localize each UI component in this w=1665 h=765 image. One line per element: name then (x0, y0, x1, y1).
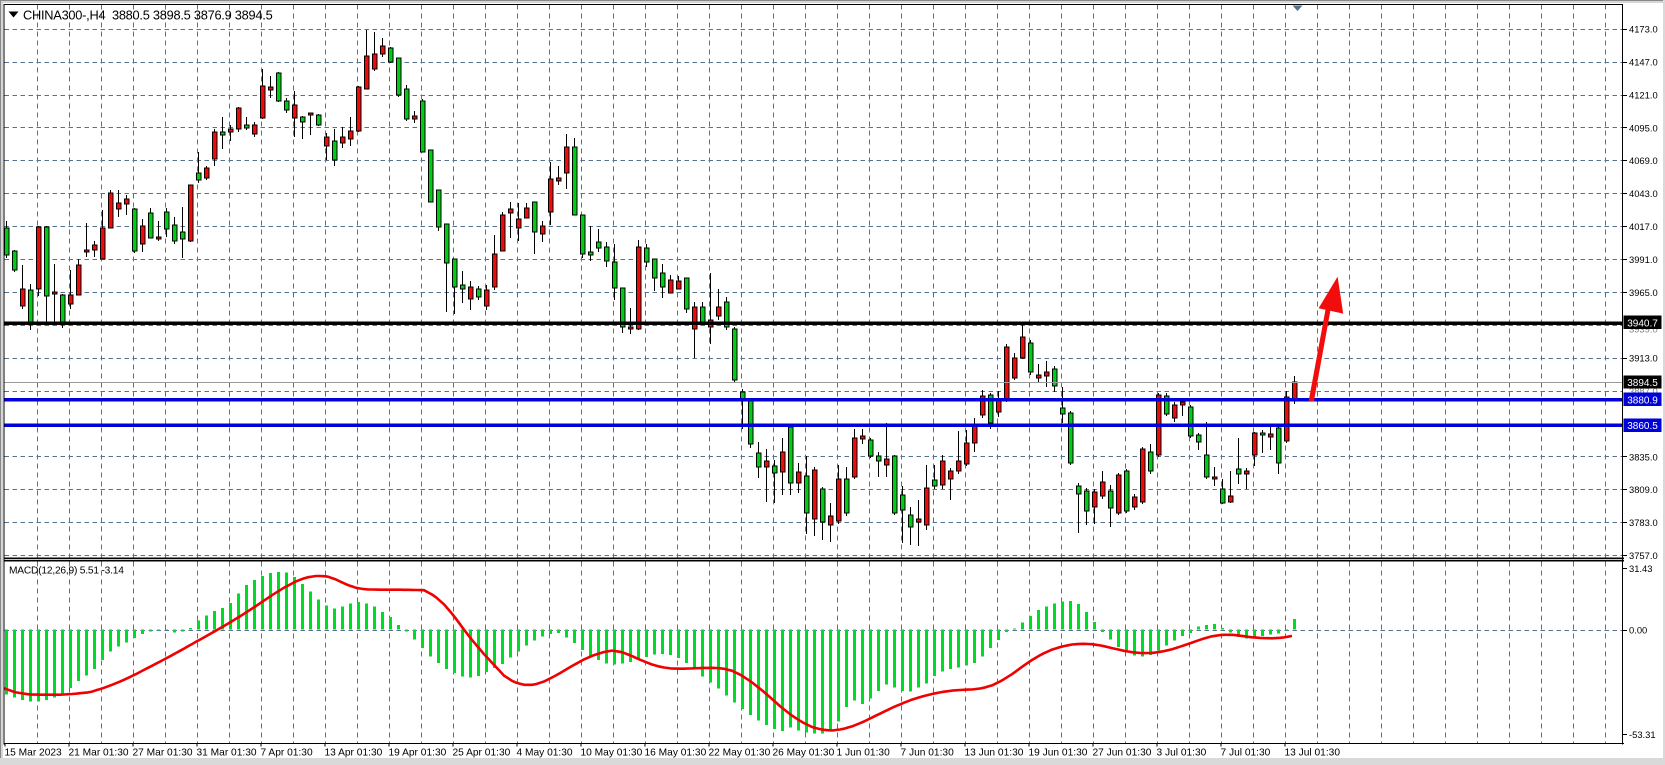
svg-text:3913.0: 3913.0 (1629, 353, 1658, 364)
svg-text:4069.0: 4069.0 (1629, 155, 1658, 166)
svg-text:3809.0: 3809.0 (1629, 484, 1658, 495)
svg-text:26 May 01:30: 26 May 01:30 (773, 748, 835, 759)
svg-text:3835.0: 3835.0 (1629, 451, 1658, 462)
svg-text:22 May 01:30: 22 May 01:30 (709, 748, 771, 759)
svg-text:25 Apr 01:30: 25 Apr 01:30 (453, 748, 511, 759)
svg-text:31.43: 31.43 (1629, 563, 1652, 574)
svg-text:15 Mar 2023: 15 Mar 2023 (5, 748, 63, 759)
svg-text:7 Jun 01:30: 7 Jun 01:30 (901, 748, 955, 759)
svg-text:3783.0: 3783.0 (1629, 517, 1658, 528)
svg-text:13 Jul 01:30: 13 Jul 01:30 (1285, 748, 1341, 759)
svg-text:4043.0: 4043.0 (1629, 188, 1658, 199)
svg-text:3991.0: 3991.0 (1629, 254, 1658, 265)
svg-text:4173.0: 4173.0 (1629, 24, 1658, 35)
svg-text:-53.31: -53.31 (1629, 729, 1656, 740)
svg-text:4 May 01:30: 4 May 01:30 (517, 748, 573, 759)
svg-text:13 Jun 01:30: 13 Jun 01:30 (965, 748, 1024, 759)
svg-text:7 Apr 01:30: 7 Apr 01:30 (261, 748, 313, 759)
svg-text:4095.0: 4095.0 (1629, 122, 1658, 133)
svg-text:3965.0: 3965.0 (1629, 287, 1658, 298)
svg-text:3860.5: 3860.5 (1627, 421, 1658, 432)
svg-text:13 Apr 01:30: 13 Apr 01:30 (325, 748, 383, 759)
svg-text:19 Jun 01:30: 19 Jun 01:30 (1029, 748, 1088, 759)
svg-text:3 Jul 01:30: 3 Jul 01:30 (1157, 748, 1207, 759)
svg-text:3887.0: 3887.0 (1629, 386, 1658, 397)
svg-text:CHINA300-,H4 3880.5 3898.5 38: CHINA300-,H4 3880.5 3898.5 3876.9 3894.5 (23, 8, 273, 23)
svg-text:4121.0: 4121.0 (1629, 89, 1658, 100)
svg-text:3880.9: 3880.9 (1627, 395, 1658, 406)
svg-text:19 Apr 01:30: 19 Apr 01:30 (389, 748, 447, 759)
svg-text:3757.0: 3757.0 (1629, 550, 1658, 561)
svg-text:4147.0: 4147.0 (1629, 57, 1658, 68)
svg-text:MACD(12,26,9) 5.51 -3.14: MACD(12,26,9) 5.51 -3.14 (9, 566, 124, 577)
svg-text:3940.7: 3940.7 (1627, 318, 1658, 329)
svg-text:1 Jun 01:30: 1 Jun 01:30 (837, 748, 891, 759)
svg-text:4017.0: 4017.0 (1629, 221, 1658, 232)
svg-text:31 Mar 01:30: 31 Mar 01:30 (197, 748, 257, 759)
svg-text:27 Mar 01:30: 27 Mar 01:30 (133, 748, 193, 759)
svg-text:10 May 01:30: 10 May 01:30 (581, 748, 643, 759)
svg-text:16 May 01:30: 16 May 01:30 (645, 748, 707, 759)
svg-text:0.00: 0.00 (1629, 625, 1647, 636)
svg-text:3894.5: 3894.5 (1627, 378, 1658, 389)
svg-text:27 Jun 01:30: 27 Jun 01:30 (1093, 748, 1152, 759)
svg-text:21 Mar 01:30: 21 Mar 01:30 (69, 748, 129, 759)
svg-text:7 Jul 01:30: 7 Jul 01:30 (1221, 748, 1271, 759)
